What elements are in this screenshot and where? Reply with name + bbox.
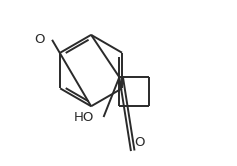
Text: O: O bbox=[134, 136, 144, 149]
Text: O: O bbox=[34, 33, 45, 46]
Text: HO: HO bbox=[74, 111, 94, 124]
